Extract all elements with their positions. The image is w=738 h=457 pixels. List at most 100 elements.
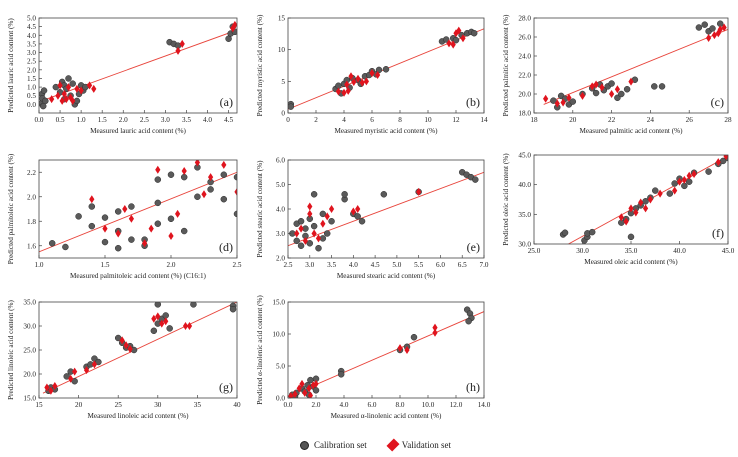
- calibration-point: [705, 168, 712, 175]
- y-tick-label: 15.0: [272, 299, 285, 307]
- validation-point: [633, 208, 639, 217]
- validation-point: [446, 39, 452, 48]
- calibration-point: [233, 173, 237, 181]
- x-tick-label: 3.5: [327, 261, 336, 269]
- validation-point: [44, 383, 50, 392]
- panel-label: (e): [467, 240, 480, 254]
- validation-point: [123, 341, 129, 350]
- x-tick-label: 25: [115, 401, 123, 409]
- x-tick-label: 5.5: [414, 261, 423, 269]
- y-tick-label: 1.5: [27, 75, 36, 83]
- x-axis-title: Measured linoleic acid content (%): [88, 412, 190, 420]
- legend-calibration-label: Calibration set: [314, 440, 367, 450]
- validation-point: [86, 81, 93, 90]
- fit-line: [288, 311, 484, 398]
- legend-validation: Validation set: [386, 438, 451, 452]
- panel-label: (d): [219, 240, 233, 254]
- validation-point: [363, 77, 369, 86]
- validation-point: [717, 25, 723, 34]
- x-tick-label: 6: [370, 116, 374, 124]
- calibration-point: [166, 325, 173, 332]
- calibration-point: [190, 302, 197, 308]
- calibration-point: [307, 376, 314, 384]
- validation-point: [232, 20, 237, 29]
- validation-point: [292, 390, 298, 398]
- validation-point: [142, 239, 148, 248]
- x-tick-label: 1.5: [98, 116, 107, 124]
- validation-point: [119, 336, 125, 345]
- validation-point: [151, 314, 157, 323]
- calibration-point: [328, 218, 335, 225]
- y-tick-label: 22.0: [518, 72, 531, 80]
- fit-line: [39, 171, 237, 253]
- validation-point: [155, 165, 161, 174]
- x-tick-label: 1.0: [77, 116, 86, 124]
- calibration-point: [465, 317, 472, 325]
- panel-label: (f): [712, 226, 724, 240]
- validation-point: [221, 160, 227, 169]
- validation-point: [194, 160, 200, 167]
- y-tick-label: 20.0: [23, 371, 36, 379]
- legend: Calibration set Validation set: [300, 437, 451, 453]
- plot-frame: [38, 17, 238, 114]
- calibration-point: [288, 103, 295, 110]
- y-tick-label: 1.0: [27, 84, 36, 92]
- validation-point: [432, 323, 438, 332]
- x-tick-label: 1.5: [101, 261, 110, 269]
- x-tick-label: 2.5: [140, 116, 149, 124]
- fit-line: [543, 28, 728, 105]
- x-tick-label: 0.0: [284, 401, 293, 409]
- validation-point: [350, 207, 356, 216]
- x-tick-label: 2.5: [284, 261, 293, 269]
- validation-point: [52, 382, 58, 390]
- y-axis-title: Predicted myristic acid content (%): [256, 14, 264, 116]
- calibration-point: [154, 176, 162, 183]
- validation-point: [68, 374, 74, 383]
- calibration-point: [592, 89, 600, 97]
- calibration-point: [180, 173, 188, 181]
- x-axis-title: Measured stearic acid content (%): [337, 272, 436, 280]
- x-tick-label: 2.0: [312, 401, 321, 409]
- validation-point: [344, 80, 350, 89]
- calibration-point: [69, 80, 76, 87]
- x-axis-title: Measured palmitic acid content (%): [580, 127, 684, 135]
- validation-point: [715, 29, 721, 38]
- validation-point: [57, 81, 63, 90]
- calibration-point: [180, 227, 188, 235]
- y-tick-label: 10.0: [272, 331, 285, 339]
- calibration-point: [128, 236, 135, 243]
- validation-point: [302, 236, 309, 245]
- validation-point: [676, 177, 683, 186]
- validation-point: [179, 39, 185, 48]
- calibration-point: [709, 25, 716, 32]
- validation-point: [623, 217, 629, 226]
- validation-point: [70, 96, 76, 105]
- x-tick-label: 5.0: [392, 261, 401, 269]
- validation-point: [566, 93, 572, 102]
- y-tick-label: 40.0: [518, 181, 531, 189]
- x-tick-label: 3.0: [305, 261, 314, 269]
- calibration-point: [695, 24, 703, 31]
- calibration-point: [306, 240, 314, 247]
- calibration-point: [293, 237, 300, 245]
- calibration-point: [310, 191, 318, 198]
- validation-point: [59, 96, 65, 105]
- x-tick-label: 14: [480, 116, 488, 124]
- y-tick-label: 35.0: [23, 299, 36, 307]
- x-tick-label: 28: [724, 116, 732, 124]
- calibration-point: [380, 191, 388, 198]
- validation-point: [63, 95, 69, 104]
- calibration-point: [561, 229, 569, 236]
- panel-2: 0 2 4 6 8 10 12 14 0 5 10 15 Measured myristic acid …: [256, 14, 488, 135]
- x-tick-label: 35: [194, 401, 202, 409]
- validation-point: [628, 77, 634, 86]
- y-tick-label: 2.5: [27, 58, 36, 66]
- validation-point: [341, 88, 347, 97]
- calibration-point: [470, 29, 478, 37]
- validation-point: [328, 205, 335, 213]
- validation-point: [723, 155, 728, 161]
- validation-point: [91, 84, 97, 93]
- panel-label: (h): [466, 380, 480, 394]
- validation-point: [721, 23, 727, 32]
- legend-validation-label: Validation set: [401, 440, 451, 450]
